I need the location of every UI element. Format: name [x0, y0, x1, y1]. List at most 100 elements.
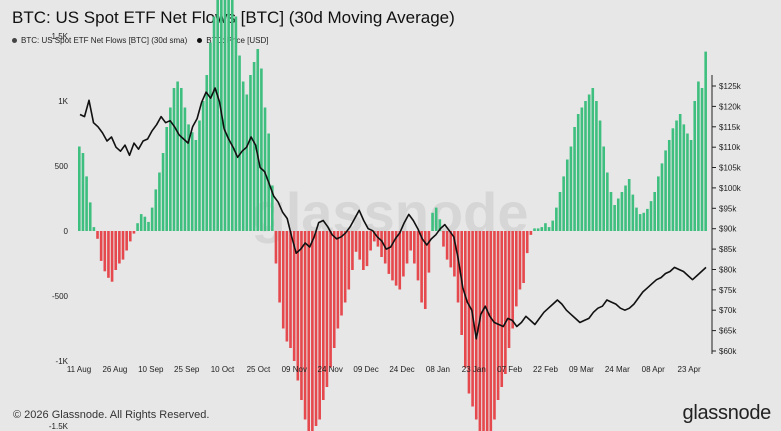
flow-bar — [332, 231, 336, 348]
flow-bar — [387, 231, 391, 274]
flow-bar — [500, 231, 504, 387]
flow-bar — [649, 201, 653, 231]
flow-bar — [325, 231, 329, 387]
flow-bar — [274, 231, 278, 264]
flow-bar — [635, 207, 638, 231]
flow-bar — [507, 231, 511, 348]
flow-bar — [624, 185, 627, 231]
flow-bar — [697, 81, 700, 231]
flow-bar — [205, 75, 209, 231]
flow-bar — [118, 231, 121, 264]
flow-bar — [464, 231, 467, 368]
flow-bar — [555, 207, 558, 231]
flow-bar — [584, 101, 587, 231]
flow-bar — [110, 231, 114, 282]
x-tick-label: 09 Dec — [353, 365, 378, 374]
flow-bar — [693, 101, 697, 231]
flow-bar — [427, 231, 431, 273]
flow-bar — [150, 207, 154, 231]
flow-bar — [147, 221, 150, 231]
flow-bar — [657, 176, 660, 231]
flow-bar — [187, 124, 190, 231]
flow-bar — [456, 231, 460, 303]
x-axis: 11 Aug 26 Aug 10 Sep 25 Sep 10 Oct 25 Oct 09 N… — [67, 365, 701, 374]
flow-bar — [442, 231, 445, 247]
y-right-tick-label: $110k — [719, 143, 741, 152]
flow-bar — [602, 146, 606, 231]
flow-bar — [489, 231, 493, 431]
flow-bar — [372, 231, 376, 242]
flow-bar — [376, 231, 380, 247]
y-left-tick-label: -500 — [52, 292, 69, 301]
legend-label-flows: BTC: US Spot ETF Net Flows [BTC] (30d sm… — [21, 36, 188, 45]
flow-bar — [311, 231, 314, 431]
flow-bar — [249, 75, 252, 231]
x-tick-label: 25 Sep — [174, 365, 200, 374]
flow-bar — [409, 231, 413, 251]
x-tick-label: 24 Nov — [318, 365, 343, 374]
legend-item-flows[interactable]: BTC: US Spot ETF Net Flows [BTC] (30d sm… — [12, 36, 187, 45]
x-tick-label: 23 Apr — [678, 365, 701, 374]
x-tick-label: 22 Feb — [533, 365, 558, 374]
flow-bar — [533, 228, 536, 231]
y-right-tick-label: $80k — [719, 266, 737, 275]
flow-bar — [642, 212, 646, 231]
flow-bar — [638, 214, 642, 231]
flow-bar — [438, 219, 442, 231]
flow-bar — [303, 231, 307, 420]
flow-bar — [329, 231, 332, 368]
flow-bar — [143, 216, 147, 231]
flow-bar — [573, 127, 576, 231]
flow-bar — [85, 176, 88, 231]
flow-bar — [620, 192, 624, 231]
y-right-tick-label: $115k — [719, 123, 741, 132]
flow-bar — [518, 231, 522, 290]
flow-bar — [314, 231, 318, 426]
legend-label-price: BTC: Price [USD] — [206, 36, 269, 45]
flow-bar — [653, 192, 656, 231]
x-tick-label: 26 Aug — [102, 365, 127, 374]
y-left-tick-label: 0 — [64, 227, 69, 236]
y-right-tick-label: $70k — [719, 306, 737, 315]
flow-bar — [96, 231, 99, 239]
legend-item-price[interactable]: BTC: Price [USD] — [197, 36, 269, 45]
flow-bar — [391, 231, 394, 281]
y-left-tick-label: -1.5K — [49, 422, 69, 431]
flow-bar — [558, 192, 562, 231]
flow-bar — [525, 231, 529, 254]
flow-bar — [241, 81, 245, 231]
footer-copyright: © 2026 Glassnode. All Rights Reserved. — [13, 409, 210, 421]
flow-bar — [289, 231, 292, 348]
y-right-tick-label: $120k — [719, 102, 742, 111]
flow-bar — [675, 120, 678, 231]
flow-bar — [318, 231, 321, 420]
flow-bar — [664, 150, 667, 231]
flow-bar — [522, 231, 525, 283]
flow-bar — [591, 88, 595, 231]
flow-bar — [613, 205, 616, 231]
y-right-tick-label: $125k — [719, 82, 742, 91]
flow-bar — [536, 228, 540, 231]
flow-bar — [336, 231, 340, 329]
flow-bar — [107, 231, 110, 278]
flow-bar — [587, 94, 591, 231]
x-tick-label: 24 Mar — [605, 365, 630, 374]
y-right-tick-label: $85k — [719, 245, 737, 254]
flow-bar — [216, 0, 219, 231]
flow-bar — [678, 114, 682, 231]
flow-bar — [256, 49, 260, 231]
flow-bar — [158, 172, 161, 231]
flow-bar — [103, 231, 107, 272]
flow-bar — [347, 231, 351, 290]
flow-bar — [631, 194, 635, 231]
flow-bar — [478, 231, 482, 431]
flow-bar — [128, 231, 132, 242]
flow-bar — [362, 231, 365, 270]
flow-bar — [627, 179, 631, 231]
flow-bar — [194, 140, 198, 231]
flow-bar — [544, 223, 547, 231]
y-right-tick-label: $95k — [719, 204, 737, 213]
flow-bar — [234, 16, 238, 231]
x-tick-label: 09 Mar — [569, 365, 594, 374]
